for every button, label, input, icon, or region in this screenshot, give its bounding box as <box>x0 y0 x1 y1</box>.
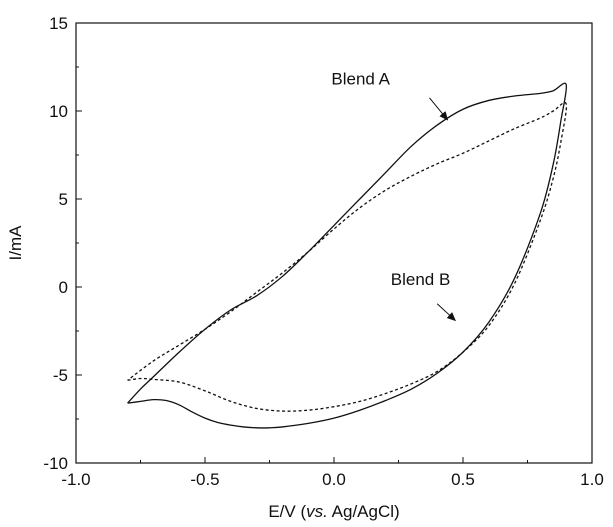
x-axis-title: E/V (vs. Ag/AgCl) <box>268 502 399 521</box>
x-tick-label: 0.0 <box>322 470 346 489</box>
annotation-label-blend-b: Blend B <box>391 270 451 289</box>
y-axis-ticks: -10 -5 0 5 10 15 <box>43 14 82 473</box>
y-tick-label: 10 <box>49 102 68 121</box>
series-line-blend-b <box>127 101 568 412</box>
x-axis-ticks: -1.0 -0.5 0.0 0.5 1.0 <box>61 457 604 489</box>
x-tick-label: 1.0 <box>580 470 604 489</box>
annotation-label-blend-a: Blend A <box>331 70 390 89</box>
y-tick-label: -10 <box>43 454 68 473</box>
annotation-arrow-blend-b <box>436 303 456 322</box>
x-tick-label: 0.5 <box>451 470 475 489</box>
x-tick-label: -0.5 <box>190 470 219 489</box>
y-tick-label: 0 <box>59 278 68 297</box>
y-axis-title: I/mA <box>6 225 25 261</box>
y-tick-label: -5 <box>53 366 68 385</box>
annotation-arrow-blend-a <box>429 97 449 121</box>
series-group <box>127 82 568 429</box>
plot-frame <box>75 22 593 464</box>
x-tick-label: -1.0 <box>61 470 90 489</box>
y-tick-label: 15 <box>49 14 68 33</box>
series-line-blend-a <box>127 82 568 429</box>
y-tick-label: 5 <box>59 190 68 209</box>
annotations-group: Blend A Blend B <box>331 70 456 322</box>
